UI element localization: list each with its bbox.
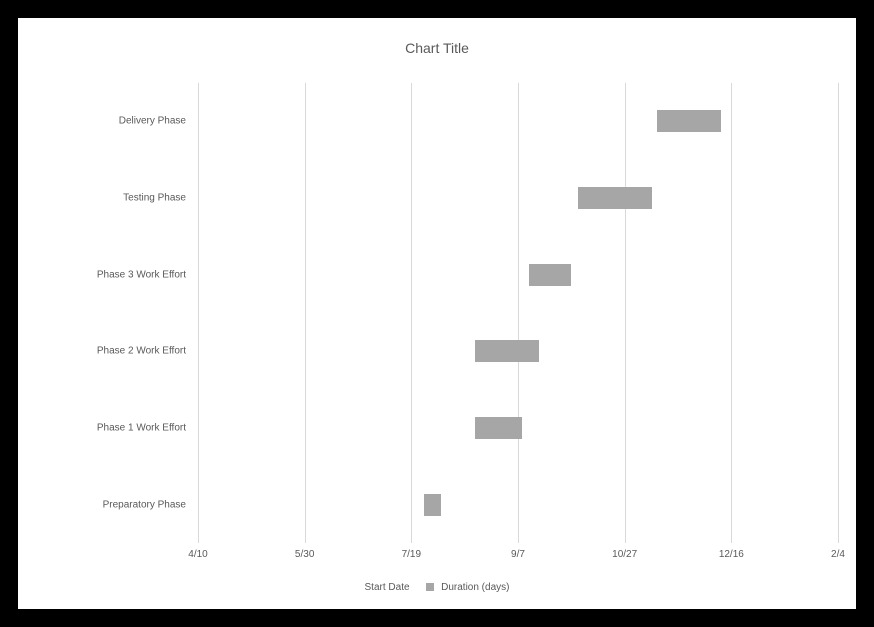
- x-tick-label: 9/7: [511, 549, 525, 560]
- chart-title: Chart Title: [18, 40, 856, 56]
- legend-item-duration: Duration (days): [441, 582, 509, 593]
- legend-item-start-date: Start Date: [365, 582, 410, 593]
- task-row: Testing Phase: [198, 160, 838, 237]
- x-gridline: [838, 83, 839, 543]
- y-tick-label: Delivery Phase: [119, 116, 186, 127]
- task-row: Preparatory Phase: [198, 466, 838, 543]
- x-tick-label: 2/4: [831, 549, 845, 560]
- x-tick-label: 4/10: [188, 549, 207, 560]
- task-row: Delivery Phase: [198, 83, 838, 160]
- x-tick-label: 10/27: [612, 549, 637, 560]
- chart-legend: Start Date Duration (days): [18, 582, 856, 593]
- y-tick-label: Preparatory Phase: [103, 499, 186, 510]
- gantt-bar: [475, 340, 539, 362]
- legend-swatch-duration: [426, 583, 434, 591]
- y-tick-label: Phase 1 Work Effort: [97, 422, 186, 433]
- gantt-bar: [424, 494, 441, 516]
- task-row: Phase 2 Work Effort: [198, 313, 838, 390]
- task-row: Phase 1 Work Effort: [198, 390, 838, 467]
- gantt-bar: [529, 264, 572, 286]
- y-tick-label: Phase 2 Work Effort: [97, 346, 186, 357]
- task-row: Phase 3 Work Effort: [198, 236, 838, 313]
- x-tick-label: 7/19: [402, 549, 421, 560]
- gantt-bar: [657, 110, 721, 132]
- chart-frame: Chart Title 4/105/307/199/710/2712/162/4…: [18, 18, 856, 609]
- chart-plot-area: 4/105/307/199/710/2712/162/4Delivery Pha…: [198, 83, 838, 543]
- y-tick-label: Phase 3 Work Effort: [97, 269, 186, 280]
- gantt-bar: [475, 417, 522, 439]
- x-tick-label: 5/30: [295, 549, 314, 560]
- x-tick-label: 12/16: [719, 549, 744, 560]
- y-tick-label: Testing Phase: [123, 192, 186, 203]
- gantt-bar: [578, 187, 653, 209]
